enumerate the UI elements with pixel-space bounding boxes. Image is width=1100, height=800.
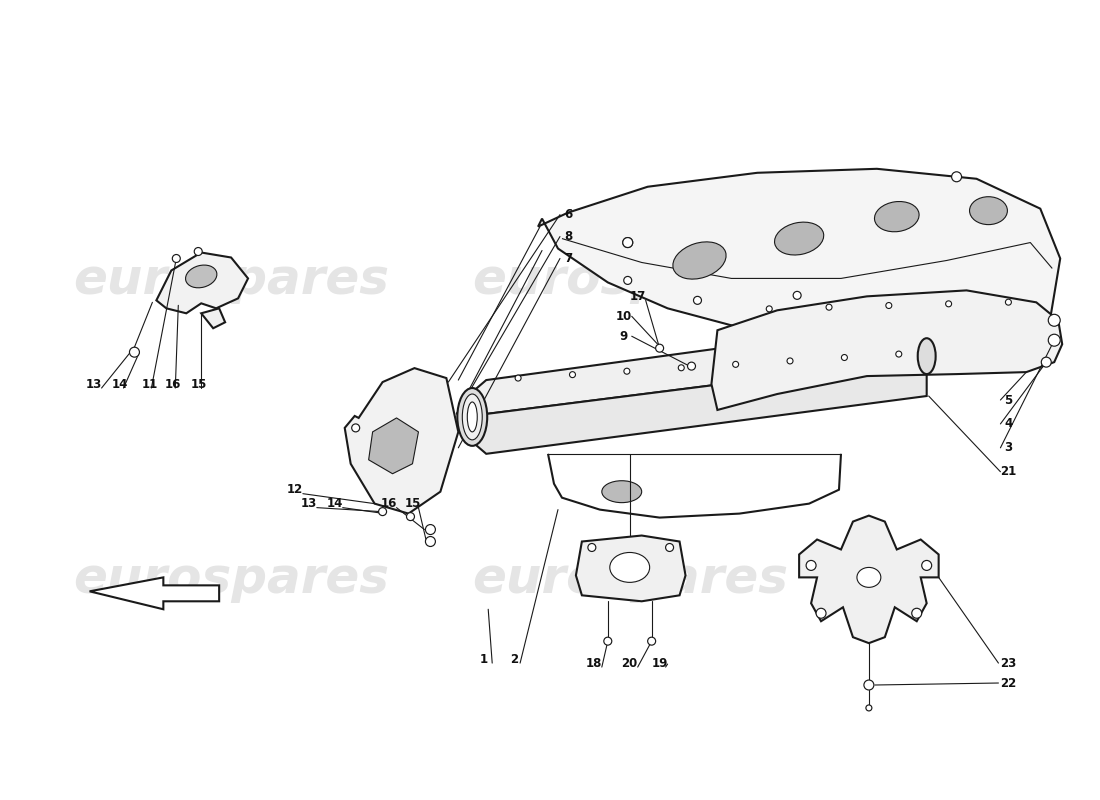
Ellipse shape xyxy=(673,242,726,279)
Circle shape xyxy=(922,561,932,570)
Ellipse shape xyxy=(609,553,650,582)
Circle shape xyxy=(912,608,922,618)
Circle shape xyxy=(793,291,801,299)
Circle shape xyxy=(688,362,695,370)
Text: 13: 13 xyxy=(300,497,317,510)
Text: eurospares: eurospares xyxy=(472,257,788,305)
Text: eurospares: eurospares xyxy=(73,257,389,305)
Polygon shape xyxy=(538,169,1060,358)
Text: 6: 6 xyxy=(564,208,572,221)
Text: 8: 8 xyxy=(564,230,572,243)
Circle shape xyxy=(407,513,415,521)
Text: 2: 2 xyxy=(510,653,518,666)
Text: 10: 10 xyxy=(616,310,631,322)
Polygon shape xyxy=(799,515,938,643)
Ellipse shape xyxy=(602,481,641,502)
Text: 7: 7 xyxy=(564,252,572,265)
Text: 21: 21 xyxy=(1000,466,1016,478)
Text: 14: 14 xyxy=(327,497,343,510)
Text: 22: 22 xyxy=(1000,677,1016,690)
Text: 9: 9 xyxy=(619,330,628,342)
Circle shape xyxy=(946,301,952,307)
Circle shape xyxy=(886,302,892,309)
Polygon shape xyxy=(156,253,249,314)
Text: 11: 11 xyxy=(141,378,157,390)
Circle shape xyxy=(1042,357,1052,367)
Ellipse shape xyxy=(186,265,217,288)
Polygon shape xyxy=(368,418,418,474)
Circle shape xyxy=(1005,299,1011,305)
Circle shape xyxy=(733,362,738,367)
Polygon shape xyxy=(89,578,219,610)
Circle shape xyxy=(693,296,702,304)
Circle shape xyxy=(604,637,612,645)
Circle shape xyxy=(816,608,826,618)
Circle shape xyxy=(656,344,663,352)
Polygon shape xyxy=(712,290,1063,410)
Text: 18: 18 xyxy=(585,657,602,670)
Circle shape xyxy=(515,375,521,381)
Text: 5: 5 xyxy=(1004,394,1012,406)
Text: 19: 19 xyxy=(651,657,668,670)
Ellipse shape xyxy=(917,338,936,374)
Text: 13: 13 xyxy=(86,378,101,390)
Polygon shape xyxy=(472,358,926,454)
Circle shape xyxy=(1048,314,1060,326)
Circle shape xyxy=(624,277,631,285)
Circle shape xyxy=(767,306,772,312)
Text: 20: 20 xyxy=(621,657,638,670)
Circle shape xyxy=(570,372,575,378)
Circle shape xyxy=(426,537,436,546)
Ellipse shape xyxy=(969,197,1008,225)
Polygon shape xyxy=(344,368,459,514)
Circle shape xyxy=(130,347,140,357)
Circle shape xyxy=(786,358,793,364)
Text: 1: 1 xyxy=(481,653,488,666)
Circle shape xyxy=(426,525,436,534)
Circle shape xyxy=(895,351,902,357)
Circle shape xyxy=(352,424,360,432)
Ellipse shape xyxy=(458,388,487,446)
Circle shape xyxy=(842,354,847,361)
Text: 16: 16 xyxy=(165,378,182,390)
Text: 17: 17 xyxy=(629,290,646,303)
Polygon shape xyxy=(576,535,685,602)
Circle shape xyxy=(826,304,832,310)
Text: 16: 16 xyxy=(381,497,397,510)
Circle shape xyxy=(623,238,632,247)
Ellipse shape xyxy=(874,202,920,232)
Circle shape xyxy=(378,508,386,515)
Circle shape xyxy=(195,247,202,255)
Polygon shape xyxy=(472,322,926,414)
Circle shape xyxy=(587,543,596,551)
Text: 23: 23 xyxy=(1000,657,1016,670)
Text: 14: 14 xyxy=(111,378,128,390)
Ellipse shape xyxy=(462,394,482,440)
Circle shape xyxy=(624,368,630,374)
Circle shape xyxy=(679,365,684,370)
Circle shape xyxy=(648,637,656,645)
Text: 15: 15 xyxy=(405,497,420,510)
Circle shape xyxy=(173,254,180,262)
Text: 15: 15 xyxy=(191,378,208,390)
Ellipse shape xyxy=(468,402,477,432)
Ellipse shape xyxy=(857,567,881,587)
Circle shape xyxy=(806,561,816,570)
Text: 12: 12 xyxy=(287,483,303,496)
Ellipse shape xyxy=(774,222,824,255)
Circle shape xyxy=(952,172,961,182)
Circle shape xyxy=(666,543,673,551)
Text: eurospares: eurospares xyxy=(472,555,788,603)
Polygon shape xyxy=(201,308,225,328)
Circle shape xyxy=(866,705,872,711)
Text: 4: 4 xyxy=(1004,418,1012,430)
Text: 3: 3 xyxy=(1004,442,1012,454)
Circle shape xyxy=(864,680,873,690)
Text: eurospares: eurospares xyxy=(73,555,389,603)
Circle shape xyxy=(623,238,632,247)
Circle shape xyxy=(1048,334,1060,346)
